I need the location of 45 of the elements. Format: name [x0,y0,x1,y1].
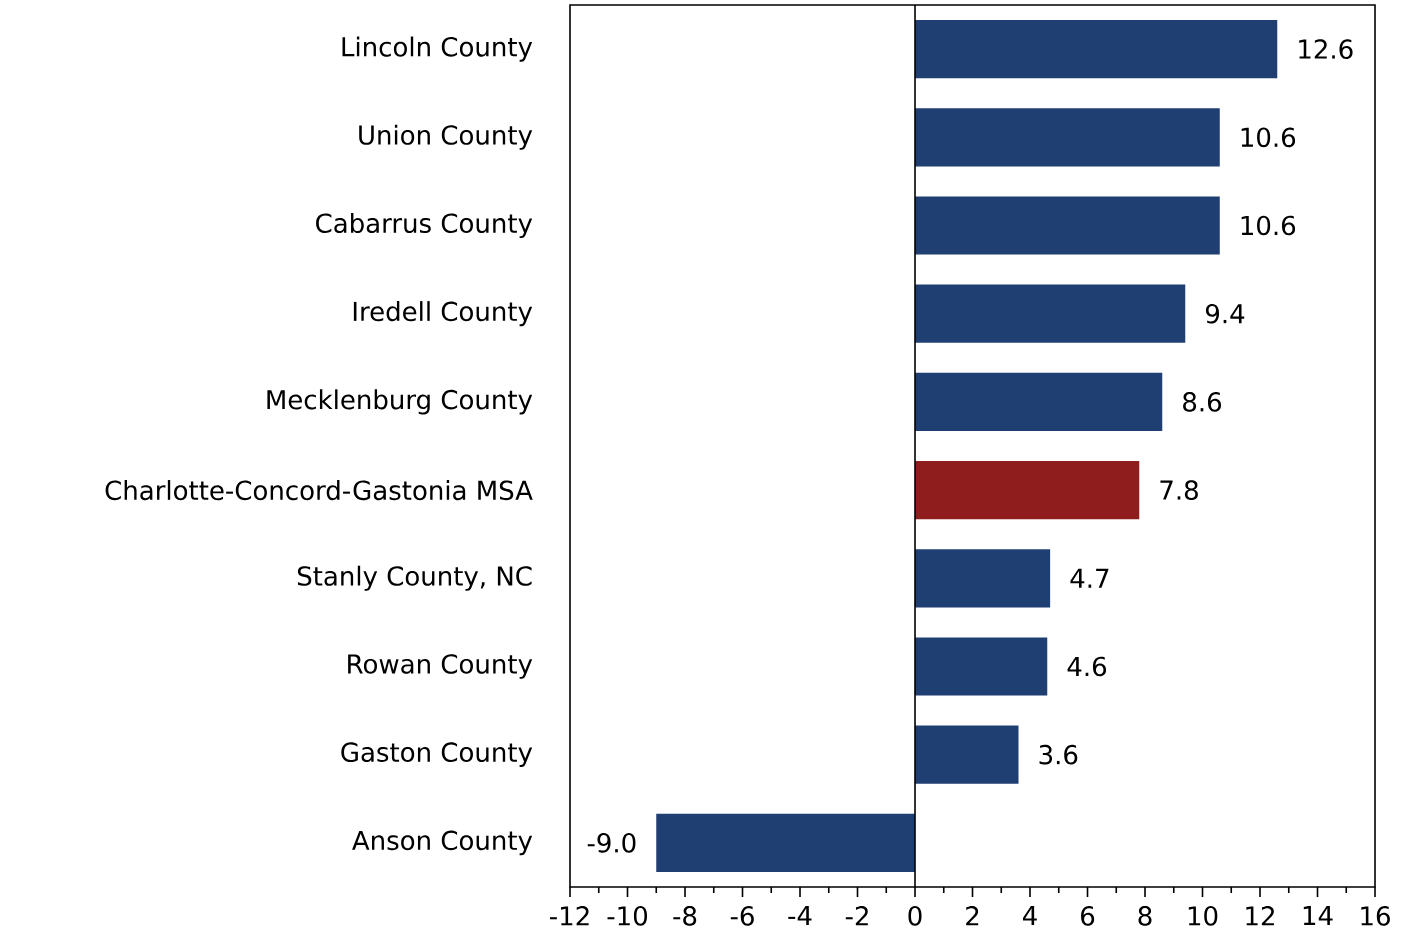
bar [915,284,1186,343]
data-label: 3.6 [1039,744,1078,765]
x-tick-label: 8 [1138,906,1152,926]
bar [915,549,1051,608]
y-tick-label: Lincoln County [342,36,533,62]
y-tick-label: Charlotte-Concord-Gastonia MSA [105,480,533,501]
data-label: -9.0 [587,833,636,853]
x-tick-label: 14 [1303,906,1333,926]
data-label: 8.6 [1183,392,1222,412]
x-tick-label: -4 [788,906,812,926]
y-tick-label: Union County [359,124,533,150]
data-label: 10.6 [1241,127,1296,148]
x-tick-label: 10 [1188,906,1218,926]
data-label: 4.7 [1070,568,1109,588]
x-tick-label: -8 [673,906,697,926]
y-tick-label: Gaston County [341,742,533,768]
x-tick-label: 6 [1081,906,1095,926]
y-tick-label: Rowan County [348,654,533,679]
x-tick-label: 16 [1361,906,1390,926]
y-tick-label: Anson County [352,830,533,856]
data-label: 4.6 [1067,656,1107,677]
bar [915,108,1220,167]
y-tick-label: Iredell County [353,301,533,327]
bar [915,196,1220,255]
x-tick-label: 12 [1246,906,1274,926]
bar [915,725,1019,784]
x-tick-label: -10 [607,906,647,926]
x-tick-label: -2 [845,906,868,926]
data-label: 12.6 [1299,39,1353,59]
bar [915,460,1140,520]
x-tick-label: 4 [1022,906,1037,926]
y-tick-label: Cabarrus County [316,212,533,239]
x-tick-label: -12 [550,906,589,926]
data-label: 9.4 [1205,303,1245,324]
bar [915,637,1048,696]
x-tick-label: 0 [908,906,922,926]
data-label: 10.6 [1241,215,1296,236]
bar [656,813,916,872]
x-tick-label: 2 [966,906,979,926]
bar [915,372,1163,432]
x-tick-label: -6 [730,906,754,926]
data-label: 7.8 [1160,480,1198,500]
bar [915,20,1278,79]
y-tick-label: Stanly County, NC [297,565,532,591]
y-tick-label: Mecklenburg County [267,389,533,415]
